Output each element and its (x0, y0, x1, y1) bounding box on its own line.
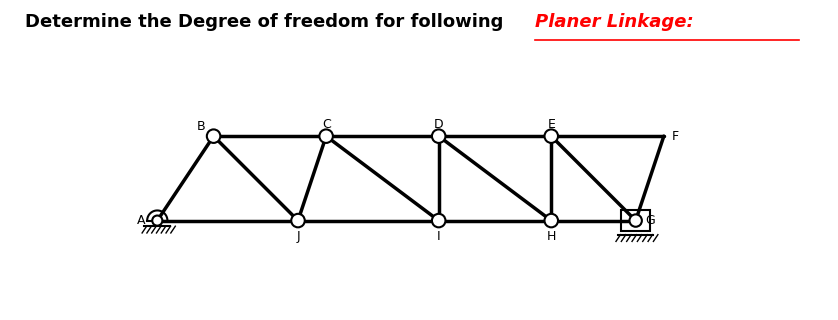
Circle shape (153, 215, 163, 226)
Text: H: H (546, 230, 556, 243)
Circle shape (432, 214, 446, 227)
Text: F: F (671, 130, 679, 143)
Text: G: G (645, 214, 654, 227)
Circle shape (432, 129, 446, 143)
Text: Determine the Degree of freedom for following: Determine the Degree of freedom for foll… (25, 13, 510, 31)
Text: C: C (322, 118, 330, 132)
Text: B: B (197, 120, 205, 132)
Text: D: D (434, 118, 443, 132)
Bar (621, 210, 650, 231)
Text: A: A (137, 214, 146, 227)
Text: I: I (437, 230, 441, 243)
Text: Planer Linkage:: Planer Linkage: (535, 13, 693, 31)
Circle shape (545, 129, 558, 143)
Circle shape (545, 214, 558, 227)
Text: J: J (296, 230, 300, 243)
Text: E: E (547, 118, 556, 132)
Circle shape (629, 214, 642, 227)
Circle shape (292, 214, 305, 227)
Circle shape (207, 129, 220, 143)
Circle shape (319, 129, 333, 143)
